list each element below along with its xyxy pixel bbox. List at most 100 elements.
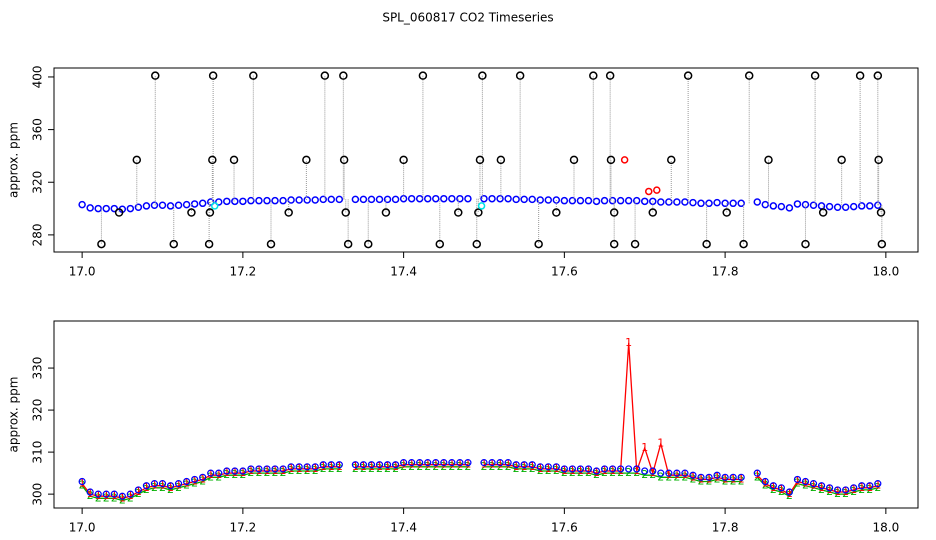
point (785, 204, 794, 212)
point (842, 486, 850, 494)
point (876, 208, 886, 217)
point (182, 200, 191, 209)
point (295, 196, 303, 204)
point (271, 465, 279, 473)
point (132, 155, 142, 165)
point-marker: 1 (529, 460, 536, 473)
point-marker: 2 (673, 470, 680, 483)
point (279, 196, 287, 205)
point (319, 461, 327, 469)
point-marker: 1 (762, 477, 769, 490)
point-marker: 2 (207, 470, 214, 483)
y-axis-label: approx. ppm (7, 377, 21, 453)
point (866, 482, 874, 490)
point (753, 198, 762, 206)
point (287, 463, 295, 471)
point-marker: 1 (255, 464, 262, 477)
point-marker: 2 (826, 485, 833, 498)
point (416, 459, 424, 467)
point-marker: 1 (874, 479, 881, 492)
point (616, 196, 625, 205)
point-marker: 2 (794, 477, 801, 490)
point-marker: 1 (617, 464, 624, 477)
point (303, 463, 311, 471)
point (600, 465, 609, 473)
point-marker: 2 (689, 472, 696, 485)
point-marker: 1 (272, 464, 279, 477)
point (320, 71, 330, 80)
point (247, 465, 255, 473)
y-tick-label: 300 (31, 483, 45, 506)
point (665, 469, 673, 477)
point (263, 465, 271, 473)
point-marker: 1 (561, 464, 568, 477)
point (606, 155, 616, 165)
y-tick-label: 320 (31, 171, 45, 194)
point-marker: 1 (440, 458, 447, 471)
point-marker: 1 (706, 472, 713, 485)
point-marker: 2 (665, 470, 672, 483)
point-marker: 1 (424, 458, 431, 471)
point (126, 490, 134, 498)
point (94, 490, 102, 498)
point (271, 196, 279, 205)
point (114, 208, 124, 217)
point (793, 475, 802, 484)
point (657, 198, 665, 206)
point-marker: 2 (296, 464, 303, 477)
series-line (81, 342, 878, 499)
point-marker: 2 (288, 464, 295, 477)
point-marker: 1 (537, 462, 544, 475)
point (512, 195, 520, 204)
point (504, 194, 512, 203)
point-marker: 2 (280, 466, 287, 479)
point-marker: 2 (842, 487, 849, 500)
point-marker: 2 (247, 466, 254, 479)
point-marker: 1 (866, 481, 873, 494)
point-marker: 2 (432, 460, 439, 473)
point-marker: 2 (513, 462, 520, 475)
point (777, 202, 786, 211)
point (855, 71, 865, 80)
point-marker: 1 (850, 483, 857, 496)
point-marker: 2 (754, 470, 761, 483)
x-tick-label: 17.6 (551, 521, 578, 535)
point-marker: 1 (609, 464, 616, 477)
point-marker: 2 (352, 462, 359, 475)
point-marker: 2 (119, 493, 126, 506)
point (464, 194, 472, 203)
point (584, 465, 593, 473)
point-marker: 2 (456, 460, 463, 473)
point-marker: 1 (175, 479, 182, 492)
point (801, 477, 810, 486)
point (874, 480, 882, 488)
point (874, 155, 883, 165)
point-marker: 2 (730, 475, 737, 488)
point (576, 465, 585, 473)
point (569, 155, 579, 165)
point (475, 155, 485, 165)
point (665, 198, 673, 206)
point (215, 198, 223, 206)
point-marker: 2 (505, 460, 512, 473)
point-marker: 2 (569, 466, 576, 479)
point (339, 155, 349, 165)
point (118, 492, 126, 500)
point-marker: 1 (312, 462, 319, 475)
point-marker: 2 (336, 462, 343, 475)
point (552, 463, 560, 471)
point-marker: 1 (239, 466, 246, 479)
point-marker: 2 (577, 466, 584, 479)
point-marker: 1 (738, 472, 745, 485)
point-marker: 2 (641, 468, 648, 481)
point-marker: 1 (280, 464, 287, 477)
point-marker: 2 (681, 470, 688, 483)
point (327, 461, 335, 469)
point (478, 71, 487, 80)
series-line (81, 466, 878, 502)
point (343, 239, 353, 249)
point-marker: 2 (223, 468, 230, 481)
point (464, 459, 472, 467)
